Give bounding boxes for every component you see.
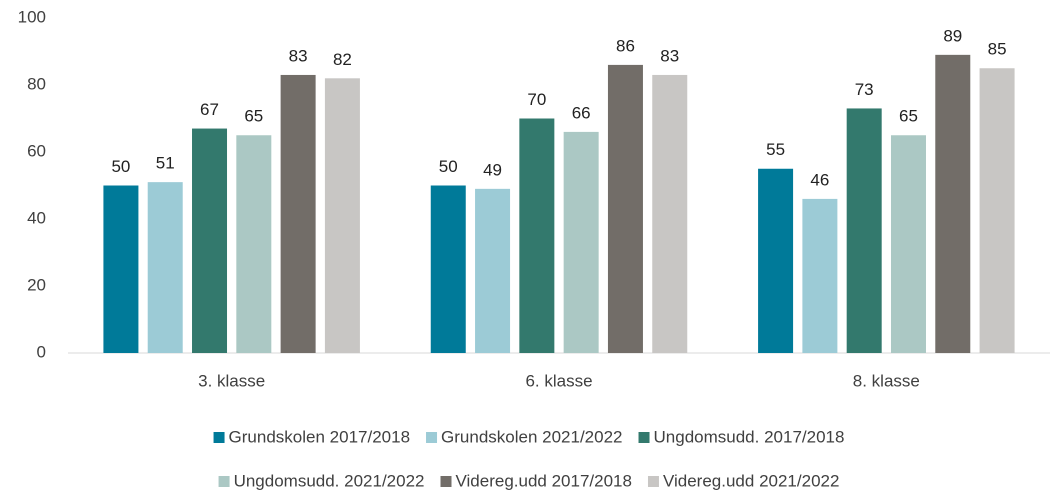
bar: [103, 185, 139, 353]
bar: [802, 198, 838, 353]
legend-label: Ungdomsudd. 2021/2022: [234, 471, 425, 490]
data-label: 82: [333, 50, 352, 69]
data-label: 89: [943, 26, 962, 45]
bar: [475, 188, 511, 353]
x-tick-label: 8. klasse: [853, 371, 920, 390]
x-tick-label: 6. klasse: [525, 371, 592, 390]
legend-label: Ungdomsudd. 2017/2018: [654, 427, 845, 446]
legend-swatch: [638, 432, 650, 443]
legend-label: Grundskolen 2021/2022: [441, 427, 622, 446]
y-tick-label: 60: [27, 141, 46, 160]
bar: [758, 168, 794, 353]
bar: [846, 108, 882, 353]
legend-swatch: [647, 476, 659, 487]
bar: [430, 185, 466, 353]
bar: [563, 131, 599, 353]
bar: [607, 64, 643, 354]
legend-label: Videreg.udd 2017/2018: [456, 471, 632, 490]
legend-swatch: [440, 476, 452, 487]
data-label: 85: [988, 40, 1007, 59]
data-label: 46: [810, 170, 829, 189]
data-label: 66: [572, 103, 591, 122]
x-tick-label: 3. klasse: [198, 371, 265, 390]
y-tick-label: 80: [27, 74, 46, 93]
bar: [324, 78, 360, 354]
bar: [280, 74, 316, 353]
bar: [519, 118, 555, 353]
data-label: 73: [855, 80, 874, 99]
bar: [236, 135, 272, 353]
bar: [935, 54, 971, 353]
bar: [652, 74, 688, 353]
data-label: 65: [244, 107, 263, 126]
data-label: 83: [289, 46, 308, 65]
data-label: 65: [899, 107, 918, 126]
y-tick-label: 100: [18, 7, 46, 26]
data-label: 83: [660, 46, 679, 65]
bar: [890, 135, 926, 353]
legend-label: Videreg.udd 2021/2022: [663, 471, 839, 490]
bar: [979, 68, 1015, 353]
y-tick-label: 40: [27, 208, 46, 227]
data-label: 67: [200, 100, 219, 119]
y-tick-label: 0: [37, 342, 46, 361]
data-label: 50: [439, 157, 458, 176]
bar: [192, 128, 228, 353]
legend-label: Grundskolen 2017/2018: [229, 427, 410, 446]
bar: [147, 182, 183, 353]
data-label: 50: [111, 157, 130, 176]
data-label: 70: [527, 90, 546, 109]
data-label: 49: [483, 160, 502, 179]
legend-swatch: [218, 476, 230, 487]
legend-swatch: [213, 432, 225, 443]
legend-swatch: [426, 432, 438, 443]
data-label: 51: [156, 154, 175, 173]
y-tick-label: 20: [27, 275, 46, 294]
data-label: 86: [616, 36, 635, 55]
data-label: 55: [766, 140, 785, 159]
